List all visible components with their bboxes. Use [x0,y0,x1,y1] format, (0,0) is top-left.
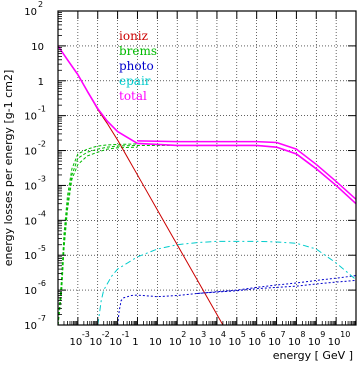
x-tick-exponent: 5 [241,330,246,339]
x-tick-base: 10 [149,337,162,348]
x-tick-label: 108 [288,330,305,348]
y-tick-base: 10 [24,251,37,262]
y-tick-label: 10-6 [24,279,46,297]
x-tick-label: 105 [228,330,245,348]
y-tick-label: 10-5 [24,244,46,262]
legend-brems: brems [119,44,157,58]
x-tick-base: 10 [268,337,281,348]
y-tick-label: 102 [24,0,43,18]
total-curve [137,140,357,200]
tick-labels: 10-310-210-11 10 1021031041051061071081091… [24,0,350,348]
y-tick-base: 10 [24,181,37,192]
x-tick-exponent: 2 [181,330,186,339]
x-axis-title: energy [ GeV ] [273,349,353,362]
x-tick-exponent: -1 [122,330,130,339]
y-tick-label: 10-2 [24,140,46,158]
y-tick-label: 10-4 [24,209,46,227]
x-tick-exponent: -2 [102,330,110,339]
x-tick-label: 10-3 [69,330,89,348]
legend-photo: photo [119,59,154,73]
x-tick-exponent: 8 [300,330,305,339]
y-tick-label: 10 [31,42,44,53]
ticks [57,10,357,326]
photo-curve [197,279,357,294]
x-tick-exponent: 7 [281,330,286,339]
x-tick-base: 10 [248,337,261,348]
x-tick-exponent: 10 [340,330,350,339]
x-tick-label: 107 [268,330,285,348]
x-tick-base: 10 [89,337,102,348]
x-tick-exponent: 4 [221,330,226,339]
y-tick-exponent: -4 [38,209,46,218]
x-tick-base: 10 [209,337,222,348]
legend-ioniz: ioniz [119,29,148,43]
x-tick-label: 106 [248,330,265,348]
x-tick-exponent: -3 [82,330,90,339]
y-tick-exponent: -7 [38,314,46,323]
x-tick-base: 10 [308,337,321,348]
x-tick-label: 103 [189,330,206,348]
x-tick-base: 10 [328,337,341,348]
x-tick-base: 10 [189,337,202,348]
grid [58,11,356,325]
y-tick-exponent: -3 [38,174,46,183]
x-tick-label: 10-2 [89,330,109,348]
x-tick-label: 10 [149,337,162,348]
y-tick-label: 10-1 [24,105,46,123]
y-tick-base: 10 [24,147,37,158]
y-tick-base: 10 [24,286,37,297]
y-tick-base: 1 [38,77,44,88]
brems-curve [57,143,138,326]
x-tick-base: 10 [169,337,182,348]
x-tick-base: 10 [69,337,82,348]
y-tick-exponent: -5 [38,244,46,253]
brems-curve [57,144,357,326]
legend-total: total [119,89,147,103]
y-tick-exponent: -1 [38,105,46,114]
x-tick-label: 10-1 [109,330,129,348]
y-tick-exponent: -2 [38,140,46,149]
y-tick-base: 10 [24,7,37,18]
curves [57,45,357,326]
x-tick-exponent: 3 [201,330,206,339]
y-tick-label: 1 [38,77,44,88]
x-tick-base: 10 [288,337,301,348]
y-tick-exponent: 2 [38,0,43,9]
photo-curve [117,275,357,326]
y-tick-exponent: -6 [38,279,46,288]
x-tick-label: 102 [169,330,186,348]
x-tick-label: 1 [132,337,138,348]
x-tick-label: 109 [308,330,325,348]
epair-curve [97,240,357,326]
y-tick-base: 10 [24,216,37,227]
x-tick-base: 10 [228,337,241,348]
x-tick-label: 104 [209,330,226,348]
x-tick-exponent: 6 [261,330,266,339]
y-tick-base: 10 [24,321,37,332]
y-axis-title: energy losses per energy [g-1 cm2] [2,70,15,266]
y-tick-label: 10-7 [24,314,46,332]
y-tick-base: 10 [24,112,37,123]
x-tick-base: 1 [132,337,138,348]
y-tick-label: 10-3 [24,174,46,192]
plot-frame [57,10,357,326]
x-tick-base: 10 [109,337,122,348]
x-tick-exponent: 9 [320,330,325,339]
y-tick-base: 10 [31,42,44,53]
legend-epair: epair [119,74,151,88]
total-curve [57,45,357,205]
